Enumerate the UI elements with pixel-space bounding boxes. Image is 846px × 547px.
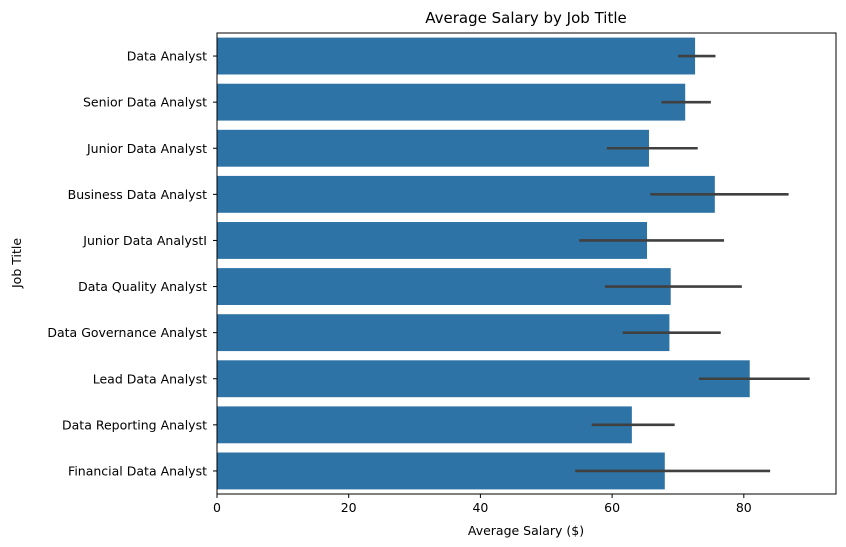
- bar-4: [217, 222, 648, 259]
- bar-6: [217, 314, 670, 352]
- y-tick-label-5: Data Quality Analyst: [78, 279, 207, 294]
- x-ticks: 0 20 40 60 80: [213, 494, 752, 515]
- y-tick-label-7: Lead Data Analyst: [93, 371, 207, 386]
- bars-layer: [217, 37, 750, 490]
- y-tick-label-3: Business Data Analyst: [68, 187, 207, 202]
- bar-3: [217, 175, 715, 213]
- y-tick-label-9: Financial Data Analyst: [68, 463, 207, 478]
- x-tick-label-0: 0: [213, 500, 221, 515]
- x-tick-label-1: 20: [341, 500, 357, 515]
- x-tick-label-2: 40: [472, 500, 488, 515]
- bar-1: [217, 83, 686, 121]
- y-ticks: Data Analyst Senior Data Analyst Junior Da…: [47, 49, 217, 478]
- plot-frame: [216, 32, 837, 495]
- y-tick-label-4: Junior Data AnalystI: [82, 233, 207, 248]
- y-tick-label-6: Data Governance Analyst: [47, 325, 207, 340]
- x-axis-title: Average Salary ($): [468, 523, 584, 538]
- bar-5: [217, 268, 671, 305]
- errorbars-layer: [575, 54, 810, 473]
- y-axis-title: Job Title: [9, 238, 24, 289]
- bar-0: [217, 37, 696, 75]
- y-tick-label-8: Data Reporting Analyst: [62, 417, 207, 432]
- chart-title: Average Salary by Job Title: [425, 9, 626, 27]
- bar-7: [217, 360, 750, 398]
- y-tick-label-1: Senior Data Analyst: [83, 95, 207, 110]
- y-tick-label-0: Data Analyst: [127, 49, 207, 64]
- bar-8: [217, 406, 632, 444]
- bar-2: [217, 129, 649, 167]
- x-tick-label-4: 80: [736, 500, 752, 515]
- y-tick-label-2: Junior Data Analyst: [86, 141, 207, 156]
- x-tick-label-3: 60: [604, 500, 620, 515]
